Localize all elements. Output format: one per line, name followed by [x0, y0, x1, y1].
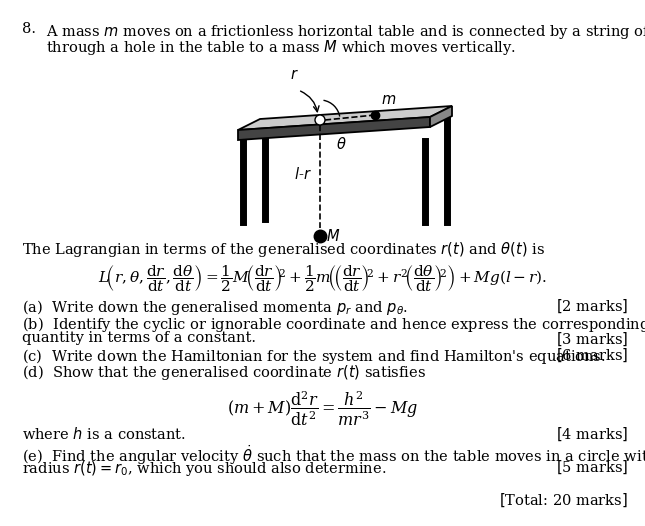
Text: $m$: $m$ — [381, 93, 396, 107]
Text: (c)$\ \ $Write down the Hamiltonian for the system and find Hamilton's equations: (c)$\ \ $Write down the Hamiltonian for … — [22, 347, 606, 366]
Text: quantity in terms of a constant.: quantity in terms of a constant. — [22, 331, 256, 345]
Polygon shape — [238, 117, 430, 140]
Text: 8.: 8. — [22, 22, 36, 36]
Text: (d)$\ \ $Show that the generalised coordinate $r(t)$ satisfies: (d)$\ \ $Show that the generalised coord… — [22, 363, 426, 382]
Text: $[$5 marks$]$: $[$5 marks$]$ — [556, 459, 628, 477]
Polygon shape — [238, 106, 452, 130]
Text: $[$4 marks$]$: $[$4 marks$]$ — [556, 426, 628, 443]
Text: $r$: $r$ — [290, 68, 299, 82]
Text: $l$-$r$: $l$-$r$ — [294, 166, 312, 182]
Text: through a hole in the table to a mass $M$ which moves vertically.: through a hole in the table to a mass $M… — [46, 38, 516, 57]
Text: (a)$\ \ $Write down the generalised momenta $p_r$ and $p_\theta$.: (a)$\ \ $Write down the generalised mome… — [22, 298, 408, 317]
Text: The Lagrangian in terms of the generalised coordinates $r(t)$ and $\theta(t)$ is: The Lagrangian in terms of the generalis… — [22, 240, 545, 259]
Text: $[$Total: 20 marks$]$: $[$Total: 20 marks$]$ — [499, 492, 628, 509]
Text: (e)$\ \ $Find the angular velocity $\dot{\theta}$ such that the mass on the tabl: (e)$\ \ $Find the angular velocity $\dot… — [22, 443, 645, 467]
Text: $(m + M)\dfrac{\mathrm{d}^{2}r}{\mathrm{d}t^{2}} = \dfrac{h^{2}}{mr^{3}} - Mg$: $(m + M)\dfrac{\mathrm{d}^{2}r}{\mathrm{… — [227, 390, 418, 428]
Text: (b)$\ \ $Identify the cyclic or ignorable coordinate and hence express the corre: (b)$\ \ $Identify the cyclic or ignorabl… — [22, 315, 645, 334]
Text: $[$6 marks$]$: $[$6 marks$]$ — [556, 347, 628, 365]
Text: $[$2 marks$]$: $[$2 marks$]$ — [556, 298, 628, 316]
Text: $M$: $M$ — [326, 228, 340, 244]
Text: radius $r(t) = r_0$, which you should also determine.: radius $r(t) = r_0$, which you should al… — [22, 459, 386, 478]
Circle shape — [315, 115, 325, 125]
Text: $\theta$: $\theta$ — [336, 136, 346, 152]
Text: $L\!\left(r,\theta,\dfrac{\mathrm{d}r}{\mathrm{d}t},\dfrac{\mathrm{d}\theta}{\ma: $L\!\left(r,\theta,\dfrac{\mathrm{d}r}{\… — [98, 263, 547, 294]
Text: $[$3 marks$]$: $[$3 marks$]$ — [556, 331, 628, 348]
Polygon shape — [430, 106, 452, 127]
Text: A mass $m$ moves on a frictionless horizontal table and is connected by a string: A mass $m$ moves on a frictionless horiz… — [46, 22, 645, 41]
Text: where $h$ is a constant.: where $h$ is a constant. — [22, 426, 186, 442]
